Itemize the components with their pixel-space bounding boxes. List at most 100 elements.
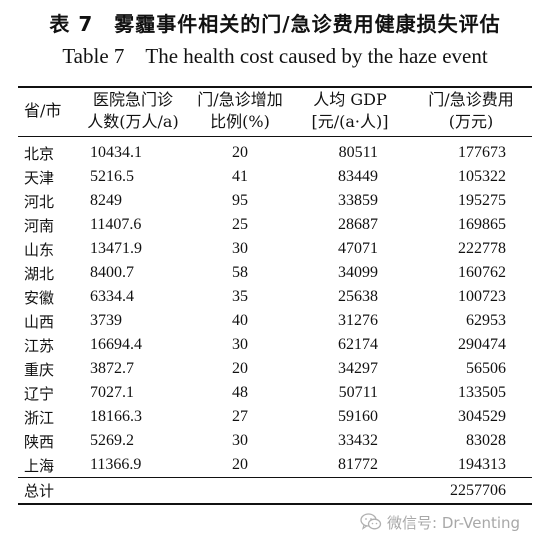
wechat-icon	[360, 513, 382, 530]
cell-increase: 48	[232, 384, 248, 401]
cell-gdp: 80511	[338, 144, 378, 161]
total-label: 总计	[18, 477, 76, 505]
cell-province: 河南	[24, 216, 55, 235]
cell-population: 5269.2	[90, 432, 134, 449]
cell-population: 16694.4	[90, 336, 142, 353]
cell-gdp: 47071	[338, 240, 378, 257]
cell-population: 8249	[90, 192, 122, 209]
header-row: 省/市 医院急门诊 人数(万人/a) 门/急诊增加 比例(%) 人均 GDP […	[18, 86, 532, 137]
cell-province: 安徽	[24, 288, 55, 307]
cell-province: 天津	[24, 168, 55, 187]
table-title-english: Table 7 The health cost caused by the ha…	[62, 44, 488, 68]
cell-cost: 195275	[458, 192, 506, 209]
cell-increase: 20	[232, 144, 248, 161]
cell-population: 5216.5	[90, 168, 134, 185]
cell-increase: 35	[232, 288, 248, 305]
cell-province: 重庆	[24, 360, 55, 379]
cell-cost: 133505	[458, 384, 506, 401]
cell-cost: 83028	[466, 432, 506, 449]
cell-cost: 194313	[458, 456, 506, 473]
cell-province: 北京	[24, 144, 55, 163]
header-gdp: 人均 GDP [元/(a·人)]	[290, 86, 410, 137]
cell-gdp: 59160	[338, 408, 378, 425]
cell-population: 13471.9	[90, 240, 142, 257]
table-row: 山东 13471.9 30 47071 222778	[18, 237, 532, 261]
cell-gdp: 31276	[338, 312, 378, 329]
table-row: 陕西 5269.2 30 33432 83028	[18, 429, 532, 453]
cell-increase: 27	[232, 408, 248, 425]
table-row: 辽宁 7027.1 48 50711 133505	[18, 381, 532, 405]
cell-gdp: 33432	[338, 432, 378, 449]
cell-population: 18166.3	[90, 408, 142, 425]
watermark-text: 微信号: Dr-Venting	[387, 513, 521, 532]
data-table: 省/市 医院急门诊 人数(万人/a) 门/急诊增加 比例(%) 人均 GDP […	[18, 86, 532, 505]
cell-gdp: 28687	[338, 216, 378, 233]
cell-increase: 25	[232, 216, 248, 233]
cell-province: 山东	[24, 240, 55, 259]
cell-population: 3872.7	[90, 360, 134, 377]
table-row: 湖北 8400.7 58 34099 160762	[18, 261, 532, 285]
table-row: 重庆 3872.7 20 34297 56506	[18, 357, 532, 381]
cell-province: 陕西	[24, 432, 55, 451]
cell-province: 辽宁	[24, 384, 55, 403]
cell-increase: 95	[232, 192, 248, 209]
table-row: 浙江 18166.3 27 59160 304529	[18, 405, 532, 429]
cell-province: 湖北	[24, 264, 55, 283]
cell-province: 浙江	[24, 408, 55, 427]
cell-cost: 62953	[466, 312, 506, 329]
cell-cost: 304529	[458, 408, 506, 425]
cell-cost: 160762	[458, 264, 506, 281]
cell-population: 11366.9	[90, 456, 142, 473]
cell-province: 山西	[24, 312, 55, 331]
cell-increase: 40	[232, 312, 248, 329]
total-row: 总计 2257706	[18, 477, 532, 505]
table-row: 北京 10434.1 20 80511 177673	[18, 137, 532, 166]
cell-cost: 222778	[458, 240, 506, 257]
header-population: 医院急门诊 人数(万人/a)	[76, 86, 190, 137]
total-empty-cell	[76, 477, 190, 505]
cell-population: 11407.6	[90, 216, 142, 233]
cell-population: 7027.1	[90, 384, 134, 401]
header-cost: 门/急诊费用 (万元)	[410, 86, 532, 137]
total-cost: 2257706	[410, 477, 532, 505]
cell-province: 河北	[24, 192, 55, 211]
cell-increase: 30	[232, 432, 248, 449]
cell-cost: 100723	[458, 288, 506, 305]
wechat-watermark: 微信号: Dr-Venting	[360, 511, 520, 533]
cell-gdp: 33859	[338, 192, 378, 209]
cell-increase: 20	[232, 456, 248, 473]
cell-population: 10434.1	[90, 144, 142, 161]
table-row: 河南 11407.6 25 28687 169865	[18, 213, 532, 237]
cell-population: 8400.7	[90, 264, 134, 281]
cell-increase: 20	[232, 360, 248, 377]
total-empty-cell	[190, 477, 290, 505]
cell-increase: 41	[232, 168, 248, 185]
table-row: 山西 3739 40 31276 62953	[18, 309, 532, 333]
cell-gdp: 50711	[338, 384, 378, 401]
table-row: 上海 11366.9 20 81772 194313	[18, 453, 532, 478]
table-row: 天津 5216.5 41 83449 105322	[18, 165, 532, 189]
cell-gdp: 34099	[338, 264, 378, 281]
table-row: 江苏 16694.4 30 62174 290474	[18, 333, 532, 357]
cell-increase: 30	[232, 240, 248, 257]
cell-gdp: 34297	[338, 360, 378, 377]
cell-gdp: 83449	[338, 168, 378, 185]
cell-cost: 105322	[458, 168, 506, 185]
header-gdp-line2: [元/(a·人)]	[311, 112, 389, 131]
cell-increase: 58	[232, 264, 248, 281]
cell-gdp: 81772	[338, 456, 378, 473]
health-cost-table: 省/市 医院急门诊 人数(万人/a) 门/急诊增加 比例(%) 人均 GDP […	[18, 86, 532, 505]
table-title-chinese: 表 7 雾霾事件相关的门/急诊费用健康损失评估	[49, 12, 501, 36]
header-cost-line1: 门/急诊费用	[428, 90, 514, 109]
cell-cost: 177673	[458, 144, 506, 161]
total-empty-cell	[290, 477, 410, 505]
header-gdp-line1: 人均 GDP	[313, 90, 387, 109]
cell-cost: 56506	[466, 360, 506, 377]
header-cost-line2: (万元)	[448, 112, 494, 131]
cell-gdp: 25638	[338, 288, 378, 305]
table-row: 河北 8249 95 33859 195275	[18, 189, 532, 213]
cell-province: 江苏	[24, 336, 55, 355]
header-province: 省/市	[18, 86, 76, 137]
header-increase-line2: 比例(%)	[210, 112, 270, 131]
table-row: 安徽 6334.4 35 25638 100723	[18, 285, 532, 309]
